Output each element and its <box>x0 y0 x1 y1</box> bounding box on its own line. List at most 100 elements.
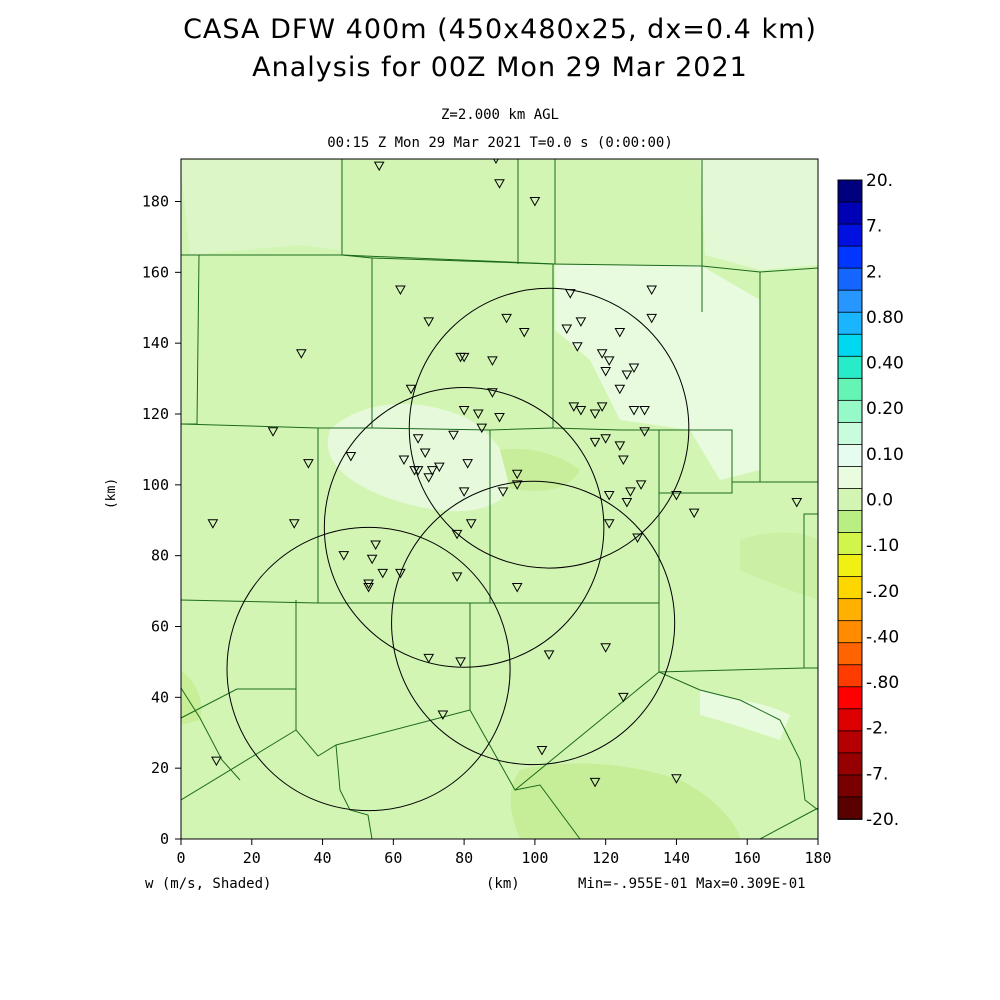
colorbar-label: 0.40 <box>866 354 904 374</box>
plot-frame <box>180 158 819 840</box>
radar-rings <box>226 287 690 812</box>
station-marker <box>288 519 300 529</box>
x-tick-label: 100 <box>521 849 548 867</box>
y-tick-label: 20 <box>151 759 169 777</box>
station-marker <box>646 285 658 296</box>
station-marker <box>373 161 385 172</box>
county-lines <box>181 159 818 839</box>
time-label: 00:15 Z Mon 29 Mar 2021 T=0.0 s (0:00:00… <box>327 135 673 151</box>
colorbar-label: 0.0 <box>866 491 893 511</box>
station-marker <box>529 197 541 207</box>
colorbar-label: 20. <box>866 171 893 191</box>
station-marker <box>635 480 647 490</box>
station-marker <box>366 554 378 565</box>
colorbar-swatch <box>837 554 863 578</box>
y-tick-label: 100 <box>142 476 169 494</box>
y-tick-label: 0 <box>160 830 169 848</box>
station-marker <box>462 459 474 469</box>
y-tick-label: 40 <box>151 688 169 706</box>
station-marker <box>472 409 484 420</box>
station-marker <box>536 745 548 756</box>
station-marker <box>589 777 601 788</box>
colorbar-swatch <box>837 510 863 534</box>
station-marker <box>487 388 498 398</box>
x-axis-label: (km) <box>486 876 520 892</box>
station-marker <box>603 490 615 501</box>
colorbar-swatch <box>837 488 863 512</box>
station-marker <box>564 289 576 299</box>
station-marker <box>455 657 466 667</box>
y-axis-label: (km) <box>104 477 120 510</box>
colorbar-label: -.40 <box>866 627 899 647</box>
x-axis: 0 20 40 60 80 100 120 140 160 180 <box>176 839 832 867</box>
station-marker <box>370 540 381 551</box>
station-marker <box>628 405 640 416</box>
colorbar-swatch <box>837 355 863 380</box>
station-marker <box>603 356 615 366</box>
station-marker <box>614 384 626 395</box>
station-marker <box>412 466 424 476</box>
colorbar-label: -.80 <box>866 673 899 693</box>
station-marker <box>211 756 222 767</box>
colorbar-label: -.20 <box>866 582 899 602</box>
radar-range-ring <box>391 480 676 766</box>
min-max-label: Min=-.955E-01 Max=0.309E-01 <box>578 876 806 892</box>
colorbar-label: -7. <box>866 764 888 784</box>
colorbar: 20. 7. 2. 0.80 0.40 0.20 0.10 0.0 -.10 -.20 -.40 -.… <box>837 171 904 830</box>
station-marker <box>575 317 587 327</box>
colorbar-swatch <box>837 708 863 732</box>
x-tick-label: 140 <box>663 849 690 867</box>
station-marker <box>589 437 601 448</box>
station-marker <box>448 430 459 441</box>
station-marker <box>419 448 431 458</box>
plot-area <box>181 159 818 839</box>
y-axis: 0 20 40 60 80 100 120 140 160 180 <box>142 193 181 848</box>
station-marker <box>618 455 629 466</box>
x-tick-label: 40 <box>314 849 332 867</box>
radar-range-ring <box>408 287 690 569</box>
station-marker <box>568 402 580 412</box>
colorbar-label: 7. <box>866 217 882 237</box>
light-patch <box>327 403 509 512</box>
station-marker <box>561 324 573 335</box>
colorbar-swatch <box>837 377 863 402</box>
station-marker <box>791 498 803 508</box>
station-marker <box>621 498 633 508</box>
colorbar-swatch <box>837 466 863 490</box>
colorbar-swatch <box>837 421 863 446</box>
light-patch <box>555 265 760 480</box>
station-marker <box>412 434 424 444</box>
station-marker <box>295 349 307 359</box>
station-marker <box>494 179 505 189</box>
colorbar-label: 0.20 <box>866 399 904 419</box>
colorbar-swatch <box>837 179 863 203</box>
colorbar-swatch <box>837 620 863 644</box>
colorbar-label: 2. <box>866 262 882 282</box>
station-marker <box>614 441 626 451</box>
station-marker <box>600 367 612 377</box>
station-marker <box>303 459 314 469</box>
station-marker <box>458 405 470 416</box>
station-marker <box>377 568 389 579</box>
station-marker <box>451 529 463 540</box>
colorbar-swatch <box>837 532 863 556</box>
dark-patch <box>740 532 818 600</box>
station-marker <box>451 572 463 582</box>
variable-label: w (m/s, Shaded) <box>145 876 272 892</box>
station-marker <box>646 313 658 324</box>
colorbar-swatch <box>837 796 863 820</box>
station-marker <box>501 313 512 324</box>
colorbar-swatch <box>837 444 863 468</box>
station-marker <box>458 487 470 497</box>
y-tick-label: 80 <box>151 547 169 565</box>
station-marker <box>437 710 449 721</box>
station-marker <box>338 551 350 561</box>
y-tick-label: 120 <box>142 405 169 423</box>
station-marker <box>628 363 640 373</box>
station-markers <box>207 159 803 788</box>
station-marker <box>511 469 523 480</box>
dark-patch <box>510 763 740 839</box>
station-marker <box>458 352 470 363</box>
colorbar-swatch <box>837 223 863 248</box>
light-patch <box>181 160 340 255</box>
